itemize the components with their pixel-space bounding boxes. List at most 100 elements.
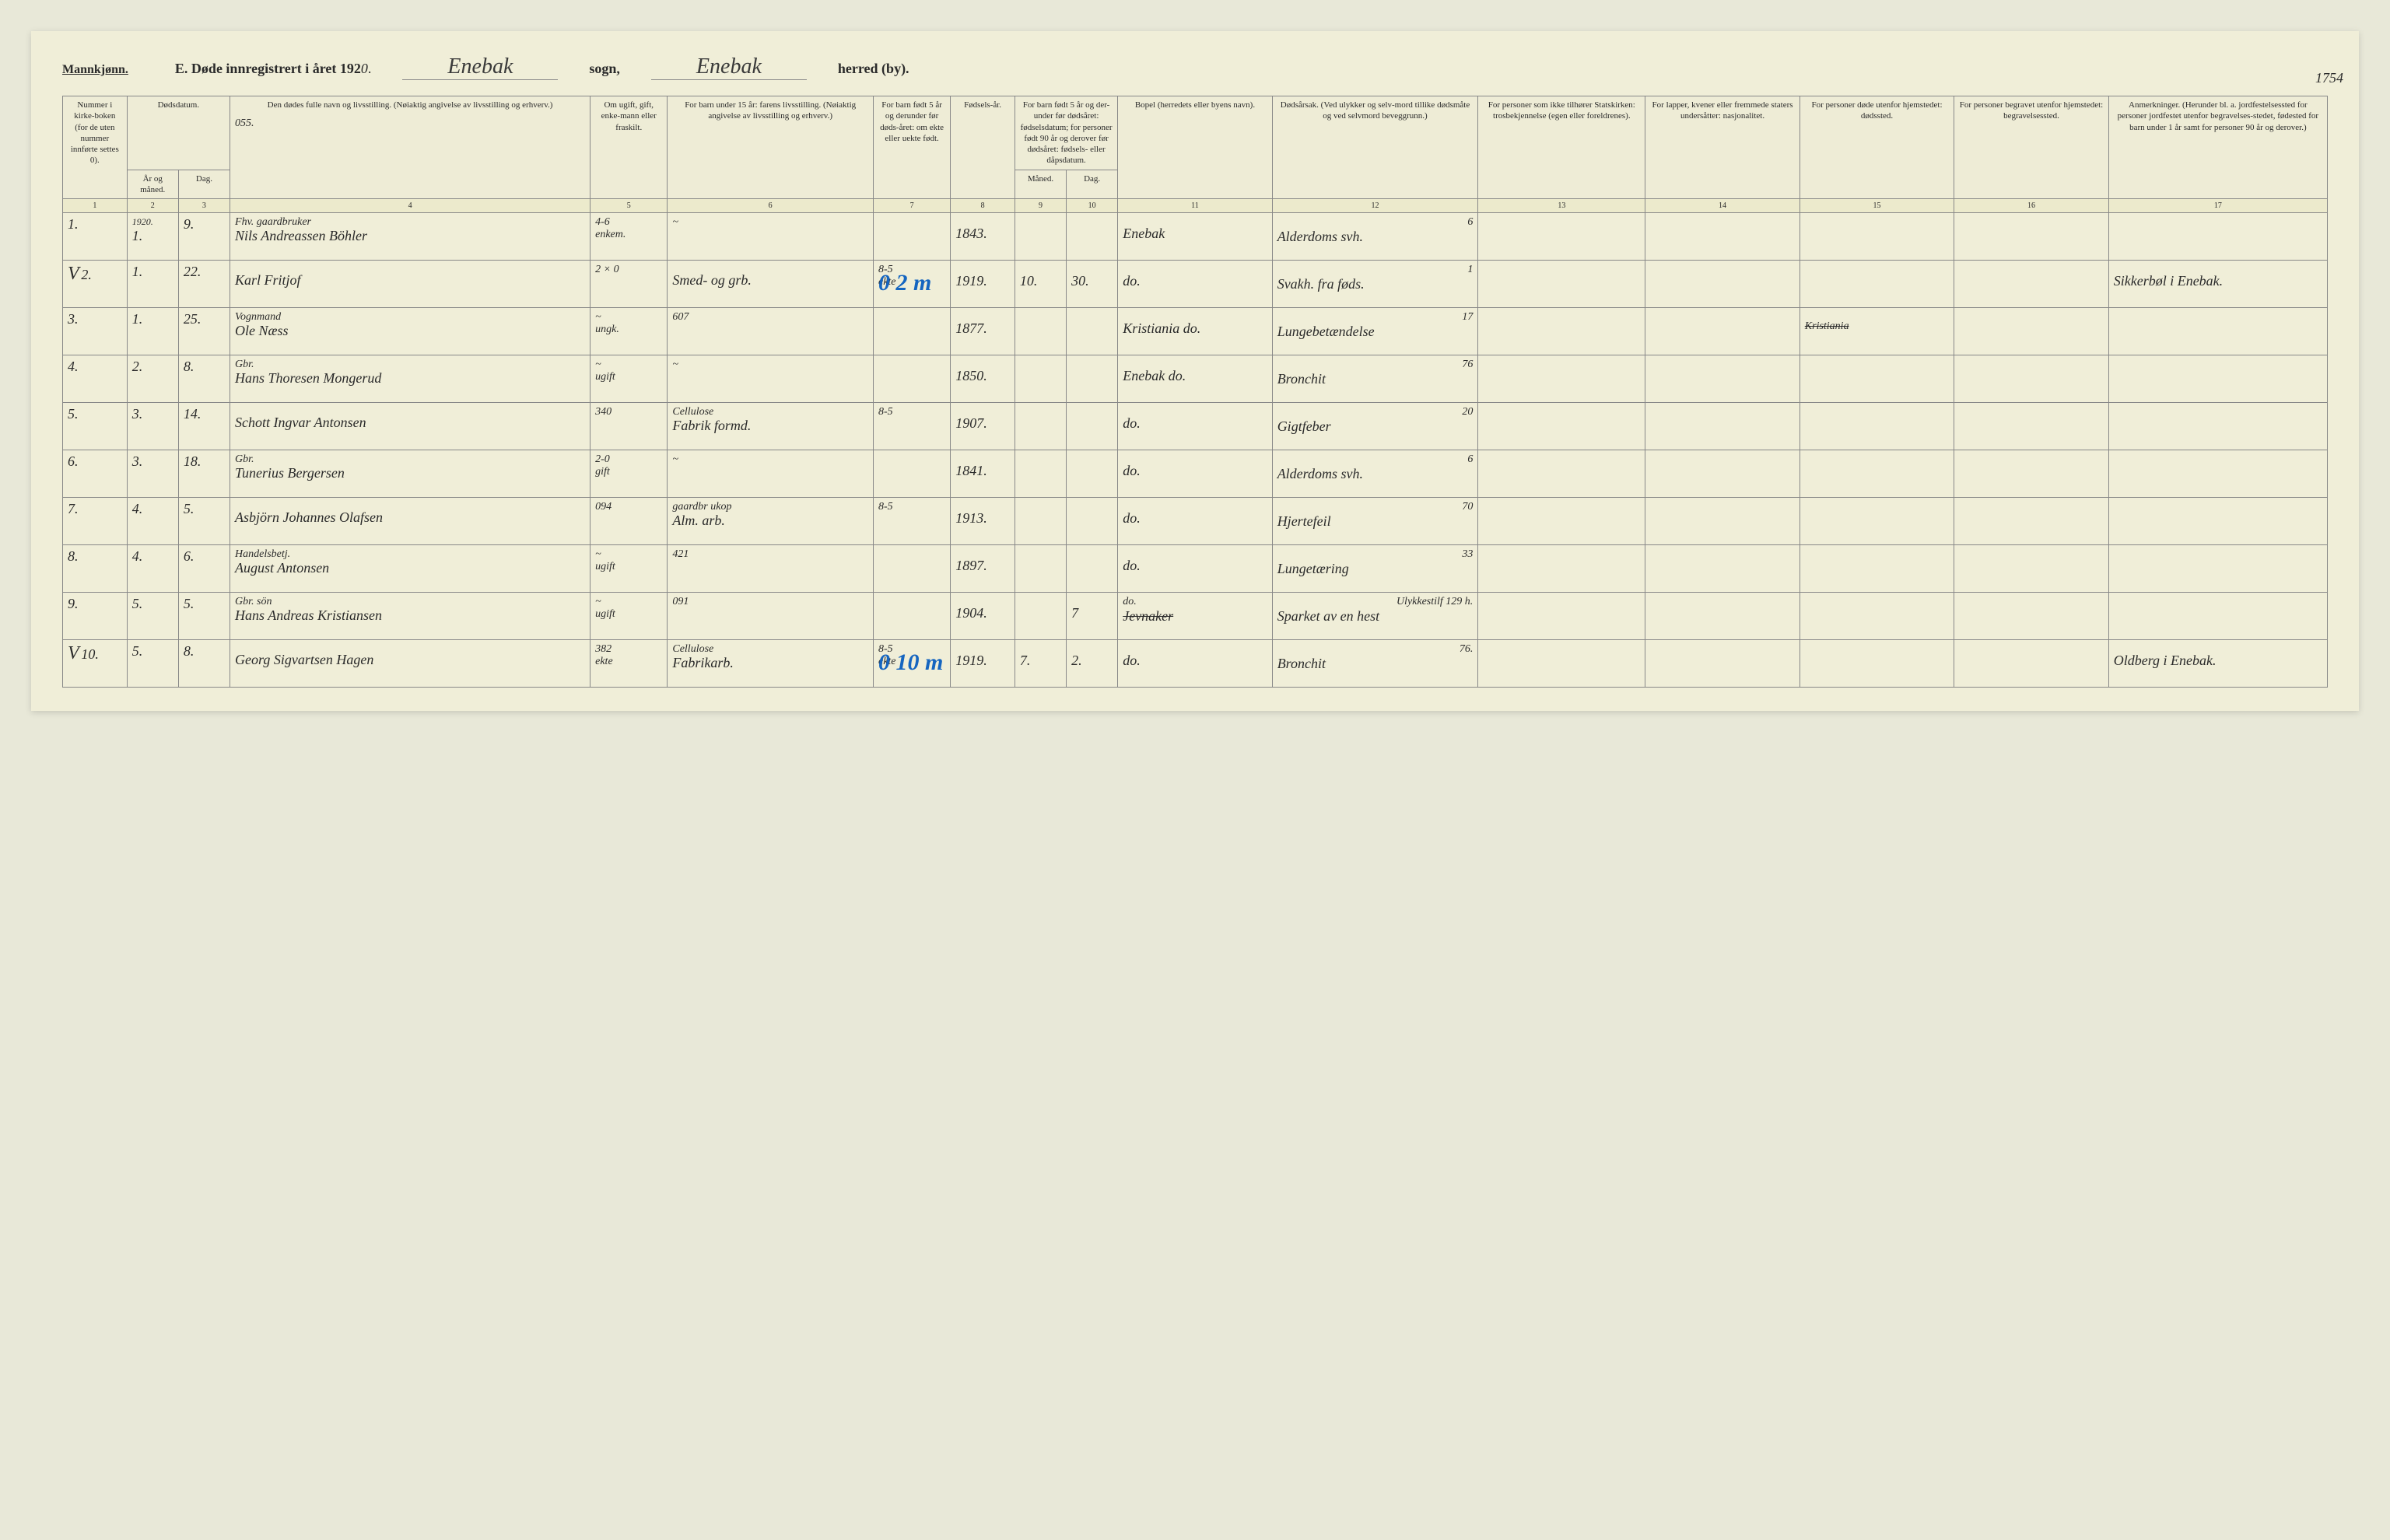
title-prefix: E. Døde innregistrert i året 192 <box>175 61 361 76</box>
cell: 1843. <box>951 213 1015 261</box>
col-subheader: År og måned. <box>127 170 178 199</box>
cell: Oldberg i Enebak. <box>2108 640 2327 688</box>
gender-label: Mannkjønn. <box>62 63 128 77</box>
cell: 2 × 0 <box>590 261 668 308</box>
cell: 20Gigtfeber <box>1272 403 1478 450</box>
col-num: 5 <box>590 199 668 213</box>
cell: 1. <box>127 261 178 308</box>
col-header-text: Den dødes fulle navn og livsstilling. (N… <box>268 100 553 110</box>
month: 4. <box>132 548 143 564</box>
cause-of-death: Lungetæring <box>1277 561 1349 576</box>
day: 25. <box>184 311 202 327</box>
cell <box>2108 545 2327 593</box>
cell: V 2. <box>63 261 128 308</box>
full-name: Asbjörn Johannes Olafsen <box>235 509 383 525</box>
cell: do. <box>1118 403 1272 450</box>
cell: Kristiania <box>1800 308 1954 355</box>
cause-code: 1 <box>1467 264 1473 275</box>
col-num: 17 <box>2108 199 2327 213</box>
col-num: 14 <box>1645 199 1800 213</box>
cell <box>1645 308 1800 355</box>
cell: 1. <box>127 308 178 355</box>
check-mark: V <box>68 643 79 663</box>
cell: ~ugift <box>590 593 668 640</box>
birth-month: 10. <box>1020 273 1038 289</box>
cell: 421 <box>668 545 874 593</box>
col-header: For barn under 15 år: farens livsstillin… <box>668 96 874 199</box>
residence: do. <box>1123 510 1141 526</box>
remarks: Oldberg i Enebak. <box>2114 653 2217 668</box>
table-head: Nummer i kirke-boken (for de uten nummer… <box>63 96 2328 213</box>
cell: 5. <box>178 593 230 640</box>
cell <box>1478 308 1645 355</box>
cause-of-death: Bronchit <box>1277 371 1326 387</box>
cell: CelluloseFabrikarb. <box>668 640 874 688</box>
status-code: ~ <box>595 311 601 323</box>
cell: 2. <box>1067 640 1118 688</box>
cell: 8. <box>178 640 230 688</box>
cell: Handelsbetj.August Antonsen <box>230 545 590 593</box>
birth-year: 1919. <box>955 653 987 668</box>
cell <box>1478 498 1645 545</box>
birth-day: 2. <box>1071 653 1082 668</box>
cell <box>1015 498 1066 545</box>
cell <box>1067 498 1118 545</box>
col-num: 10 <box>1067 199 1118 213</box>
cell <box>1800 403 1954 450</box>
cell <box>1954 640 2108 688</box>
born-code: 8-5 <box>878 501 893 513</box>
day: 8. <box>184 359 194 374</box>
cell <box>1954 403 2108 450</box>
birth-day: 30. <box>1071 273 1089 289</box>
cell <box>1015 450 1066 498</box>
status-code: 094 <box>595 501 612 513</box>
cell <box>2108 403 2327 450</box>
cell: Karl Fritjof <box>230 261 590 308</box>
father-code: Cellulose <box>672 406 713 418</box>
cell: 5. <box>178 498 230 545</box>
cell: ~ugift <box>590 545 668 593</box>
full-name: Hans Andreas Kristiansen <box>235 607 382 623</box>
cell: 094 <box>590 498 668 545</box>
father-occupation: Smed- og grb. <box>672 272 752 288</box>
cause-code: 20 <box>1462 406 1473 418</box>
blue-age-note: 0 2 m <box>878 270 931 296</box>
cell: 3. <box>127 450 178 498</box>
full-name: August Antonsen <box>235 560 329 576</box>
cell <box>1645 640 1800 688</box>
cell <box>1954 593 2108 640</box>
cell <box>1800 450 1954 498</box>
cell: 8. <box>178 355 230 403</box>
cell <box>2108 355 2327 403</box>
cell <box>1478 213 1645 261</box>
cell: CelluloseFabrik formd. <box>668 403 874 450</box>
cell: 1919. <box>951 640 1015 688</box>
cause-code: 76. <box>1460 643 1474 655</box>
cell <box>1067 403 1118 450</box>
cell: ~ <box>668 213 874 261</box>
cell: 382ekte <box>590 640 668 688</box>
cell: 6Alderdoms svh. <box>1272 450 1478 498</box>
cell <box>1800 545 1954 593</box>
day: 5. <box>184 596 194 611</box>
full-name: Ole Næss <box>235 323 289 338</box>
cell <box>1954 498 2108 545</box>
full-name: Nils Andreassen Böhler <box>235 228 367 243</box>
cell: 7 <box>1067 593 1118 640</box>
cell: 1Svakh. fra føds. <box>1272 261 1478 308</box>
cell: Asbjörn Johannes Olafsen <box>230 498 590 545</box>
status-code: 4-6 <box>595 216 610 228</box>
cell: 1919. <box>951 261 1015 308</box>
cell: ~ungk. <box>590 308 668 355</box>
col-header: For personer begravet utenfor hjemstedet… <box>1954 96 2108 199</box>
year: 1920. <box>132 216 173 228</box>
occupation: Handelsbetj. <box>235 548 290 560</box>
cell <box>1067 213 1118 261</box>
cell: 1920.1. <box>127 213 178 261</box>
col4-note: 055. <box>235 117 254 131</box>
table-row: 8.4.6.Handelsbetj.August Antonsen~ugift4… <box>63 545 2328 593</box>
cell <box>873 355 950 403</box>
marital-status: ugift <box>595 371 615 383</box>
cell <box>1645 498 1800 545</box>
occupation: Gbr. <box>235 359 254 370</box>
